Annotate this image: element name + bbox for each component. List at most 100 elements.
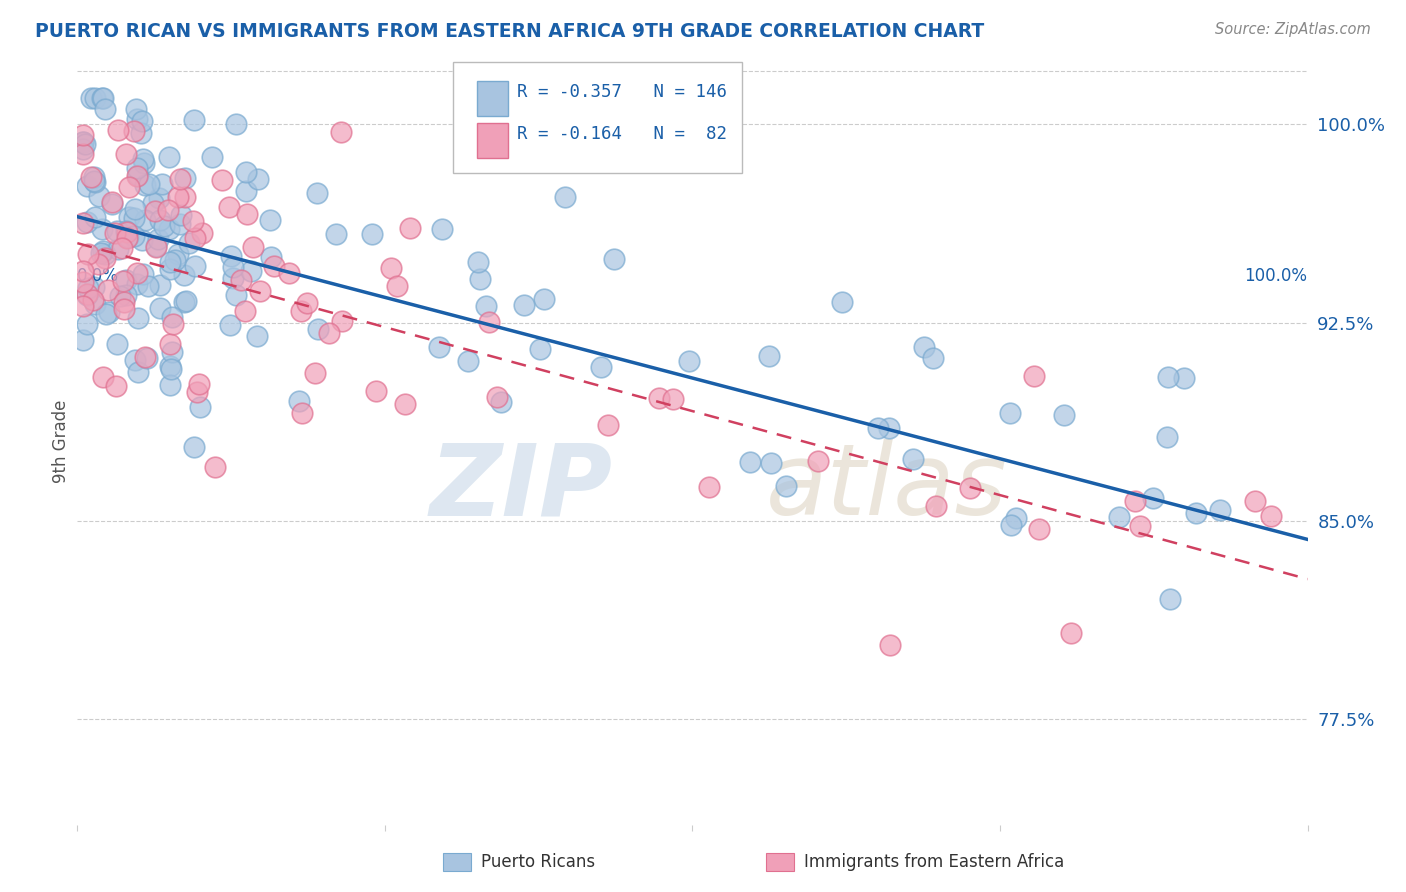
Point bbox=[84, 90, 107, 104]
Point bbox=[184, 231, 207, 245]
Point bbox=[222, 260, 245, 274]
Point bbox=[149, 301, 172, 315]
Point bbox=[173, 190, 195, 204]
Point bbox=[76, 179, 98, 194]
Point bbox=[235, 165, 257, 179]
Point bbox=[72, 263, 94, 277]
Point bbox=[132, 267, 155, 281]
Point bbox=[156, 202, 179, 217]
Point bbox=[122, 211, 145, 226]
Point bbox=[91, 244, 114, 258]
Point bbox=[107, 242, 129, 256]
Point bbox=[831, 294, 853, 309]
Point bbox=[72, 216, 94, 230]
Point bbox=[72, 334, 94, 348]
Point bbox=[76, 287, 98, 301]
Point bbox=[661, 392, 683, 406]
Point bbox=[1028, 522, 1050, 536]
Point bbox=[204, 459, 226, 474]
Point bbox=[159, 336, 181, 351]
Point bbox=[107, 123, 129, 137]
Point bbox=[697, 480, 720, 494]
Point bbox=[290, 303, 312, 318]
Text: Source: ZipAtlas.com: Source: ZipAtlas.com bbox=[1215, 22, 1371, 37]
Point bbox=[233, 304, 256, 318]
Point bbox=[76, 317, 98, 331]
Point bbox=[225, 117, 247, 131]
Point bbox=[304, 366, 326, 380]
Point bbox=[489, 395, 512, 409]
Point bbox=[124, 352, 146, 367]
Point bbox=[173, 295, 195, 310]
Point bbox=[107, 224, 129, 238]
Point bbox=[181, 214, 204, 228]
Point bbox=[183, 112, 205, 127]
Point bbox=[125, 102, 148, 116]
Point bbox=[219, 249, 242, 263]
Point bbox=[101, 195, 124, 210]
Point bbox=[229, 273, 252, 287]
Point bbox=[72, 275, 94, 289]
Point bbox=[1159, 592, 1181, 607]
Point bbox=[79, 169, 101, 184]
Point bbox=[77, 280, 100, 294]
Point bbox=[114, 273, 136, 287]
Point bbox=[807, 454, 830, 468]
Point bbox=[72, 136, 94, 150]
Point bbox=[218, 200, 240, 214]
Point bbox=[318, 326, 340, 340]
Point bbox=[360, 227, 382, 241]
Point bbox=[246, 329, 269, 343]
Point bbox=[1005, 511, 1028, 525]
Point bbox=[242, 240, 264, 254]
Point bbox=[91, 222, 114, 236]
Text: R = -0.164   N =  82: R = -0.164 N = 82 bbox=[516, 126, 727, 144]
Point bbox=[394, 397, 416, 411]
Point bbox=[1000, 406, 1022, 420]
Text: ZIP: ZIP bbox=[429, 439, 613, 536]
Point bbox=[430, 222, 453, 236]
Point bbox=[170, 207, 193, 221]
Point bbox=[132, 155, 155, 169]
Point bbox=[83, 280, 105, 294]
Point bbox=[1142, 491, 1164, 505]
Point bbox=[136, 278, 159, 293]
Point bbox=[143, 203, 166, 218]
Point bbox=[72, 142, 94, 156]
Point bbox=[591, 359, 613, 374]
Point bbox=[177, 236, 200, 251]
Point bbox=[76, 288, 98, 302]
Point bbox=[115, 231, 138, 245]
Point bbox=[1244, 494, 1267, 508]
Point bbox=[115, 147, 138, 161]
Point bbox=[183, 260, 205, 274]
Text: PUERTO RICAN VS IMMIGRANTS FROM EASTERN AFRICA 9TH GRADE CORRELATION CHART: PUERTO RICAN VS IMMIGRANTS FROM EASTERN … bbox=[35, 22, 984, 41]
Point bbox=[159, 359, 181, 374]
Point bbox=[775, 479, 797, 493]
Text: Puerto Ricans: Puerto Ricans bbox=[481, 853, 595, 871]
Point bbox=[134, 178, 156, 193]
Point bbox=[478, 315, 501, 329]
Text: Immigrants from Eastern Africa: Immigrants from Eastern Africa bbox=[804, 853, 1064, 871]
Point bbox=[163, 252, 186, 267]
Point bbox=[554, 190, 576, 204]
Point bbox=[1156, 370, 1178, 384]
Point bbox=[72, 136, 94, 150]
Point bbox=[307, 322, 329, 336]
Point bbox=[162, 345, 184, 359]
Point bbox=[142, 196, 165, 211]
Point bbox=[235, 184, 257, 198]
Point bbox=[104, 226, 127, 240]
Y-axis label: 9th Grade: 9th Grade bbox=[52, 400, 70, 483]
Point bbox=[330, 313, 353, 327]
Point bbox=[127, 277, 149, 292]
Point bbox=[188, 400, 211, 414]
FancyBboxPatch shape bbox=[453, 62, 742, 173]
Point bbox=[246, 172, 269, 186]
Point bbox=[93, 90, 115, 104]
Point bbox=[145, 239, 167, 253]
Point bbox=[925, 499, 948, 513]
Point bbox=[129, 127, 152, 141]
Point bbox=[1000, 518, 1022, 533]
Point bbox=[1260, 509, 1282, 524]
